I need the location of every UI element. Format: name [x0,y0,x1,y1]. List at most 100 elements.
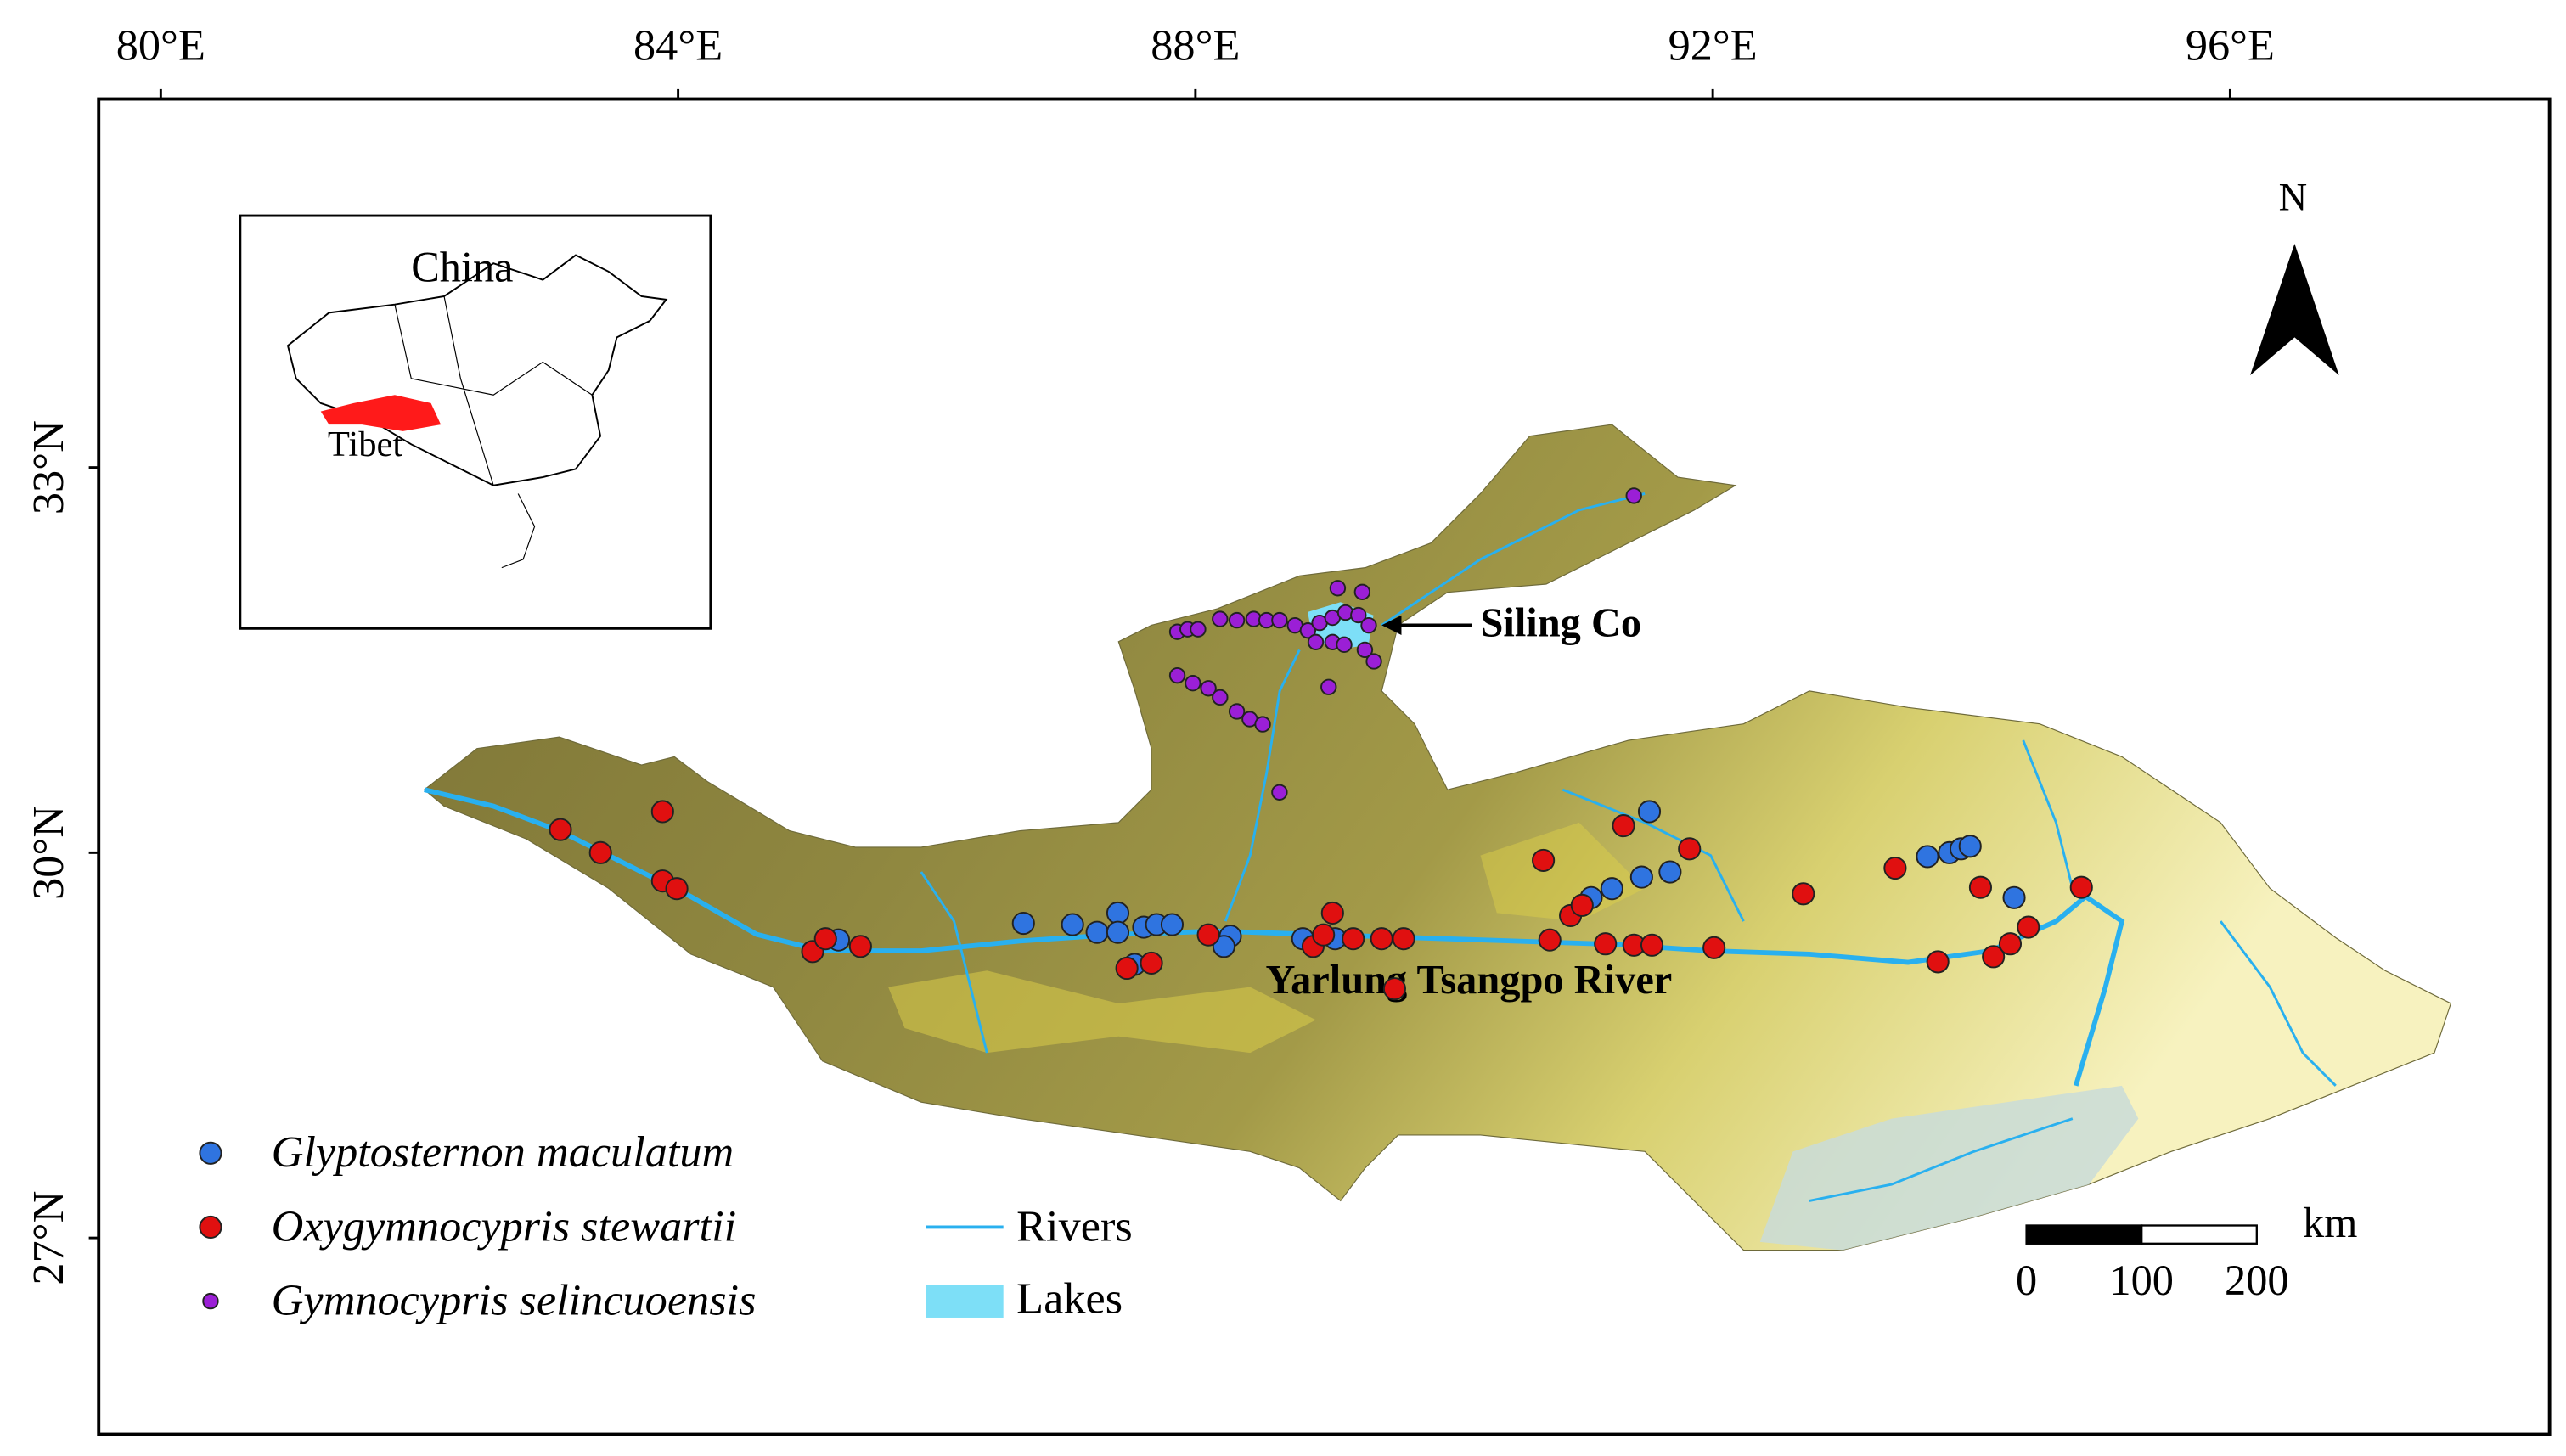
occurrence-point [1312,923,1336,947]
occurrence-point [1320,901,1344,925]
occurrence-point [1115,956,1139,981]
occurrence-point [1392,927,1415,951]
legend-lake-symbol [926,1285,1004,1318]
occurrence-point [1916,845,1939,869]
scale-label: 200 [2225,1256,2289,1304]
occurrence-point [1190,621,1207,638]
occurrence-point [1085,920,1109,944]
occurrence-point [1061,913,1084,936]
series [549,800,2093,1001]
legend-label: Rivers [1016,1201,1133,1251]
occurrence-point [1168,666,1186,684]
china-outline [286,254,668,486]
annotation-arrowhead [1381,615,1402,636]
occurrence-point [1254,716,1271,733]
scale-unit: km [2303,1199,2357,1246]
occurrence-point [1160,913,1185,936]
river [1381,492,1646,627]
occurrence-point [1370,927,1393,951]
legend-symbol [202,1292,219,1310]
occurrence-point [1594,932,1618,956]
occurrence-point [2017,915,2040,939]
occurrence-point [1968,875,1992,899]
inset-title: China [411,243,513,290]
inset: China Tibet [239,214,712,630]
occurrence-point [1350,606,1367,624]
occurrence-point [1011,911,1035,936]
occurrence-point [1382,977,1407,1001]
scale-bar: km 0 100 200 [2016,1199,2357,1304]
occurrence-point [1212,610,1229,627]
occurrence-point [1365,653,1382,670]
y-tick-label: 33°N [24,420,73,514]
inset-label: Tibet [328,424,403,464]
basin-area [423,424,2452,1251]
occurrence-point [1228,703,1246,720]
annotation: Yarlung Tsangpo River [1265,958,1672,1003]
x-tick-label: 84°E [633,20,723,70]
occurrence-point [813,927,837,951]
river [920,871,988,1054]
occurrence-point [1532,848,1556,872]
occurrence-point [1926,950,1950,974]
occurrence-point [848,935,872,958]
occurrence-point [1570,893,1594,917]
occurrence-point [1299,622,1317,639]
occurrence-point [1228,611,1246,629]
occurrence-point [1200,680,1217,697]
occurrence-point [1353,583,1371,601]
valley [888,970,1316,1054]
scale-label: 100 [2109,1256,2174,1304]
occurrence-point [1640,933,1664,957]
river [1809,1117,2074,1202]
occurrence-point [1600,877,1623,901]
north-arrow-shape [2250,244,2339,375]
occurrence-point [1356,641,1374,659]
occurrence-point [1185,675,1201,692]
occurrence-point [1678,837,1702,861]
x-tick-label: 96°E [2186,20,2275,70]
legend-symbol [199,1215,222,1239]
series [1168,487,1642,801]
occurrence-point [1196,923,1220,947]
occurrence-point [1320,678,1337,695]
occurrence-point [1212,935,1235,958]
occurrence-point [1336,636,1353,654]
occurrence-point [588,840,612,864]
occurrence-point [1538,928,1562,952]
legend-symbol [199,1141,222,1165]
scale-segment [2025,1224,2143,1245]
legend-label: Oxygymnocypris stewartii [272,1201,737,1251]
province-line [394,304,593,396]
occurrence-point [1625,487,1642,504]
occurrence-point [1271,784,1288,801]
x-tick-label: 88°E [1151,20,1240,70]
occurrence-point [2069,875,2093,899]
y-tick-label: 30°N [24,806,73,900]
annotation: Siling Co [1480,600,1641,645]
occurrence-point [1792,882,1815,906]
province-line [443,295,494,486]
occurrence-point [2002,885,2026,909]
legend: Rivers Lakes Glyptosternon maculatum Oxyg… [199,1127,1133,1324]
occurrence-point [1998,932,2023,956]
lowland [1759,1085,2139,1251]
scale-segment [2141,1224,2258,1245]
occurrence-point [1342,927,1365,951]
occurrence-point [1307,633,1325,650]
y-tick-label: 27°N [24,1191,73,1285]
occurrence-point [549,818,572,841]
occurrence-point [1958,835,1982,858]
occurrence-point [1702,936,1726,959]
occurrence-point [1271,611,1288,629]
occurrence-point [1612,814,1635,838]
islands [501,493,536,569]
occurrence-point [1106,901,1130,925]
occurrence-point [1629,865,1653,889]
river [1562,788,1745,922]
occurrence-point [1212,689,1229,706]
occurrence-point [1637,800,1662,824]
legend-label: Gymnocypris selincuoensis [272,1275,757,1324]
